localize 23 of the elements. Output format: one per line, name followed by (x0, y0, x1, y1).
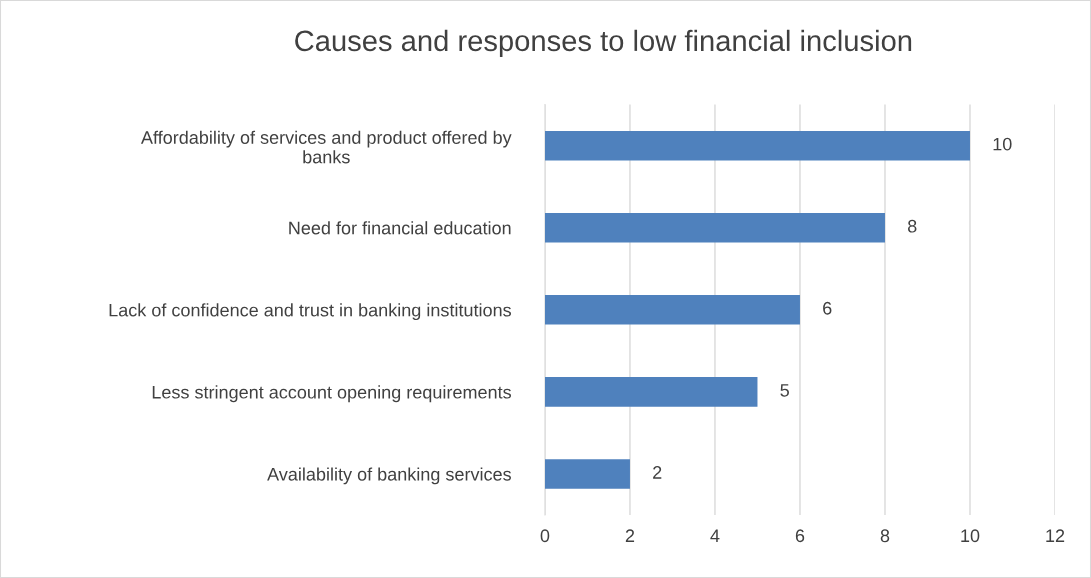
bar (544, 459, 630, 489)
data-label: 6 (823, 301, 832, 315)
data-label: 5 (780, 384, 789, 397)
bar (544, 212, 885, 243)
x-tick-label: 0 (540, 529, 550, 543)
x-tick-label: 10 (961, 529, 980, 543)
chart-title: Causes and responses to low financial inclusion (295, 29, 912, 57)
x-tick-label: 4 (710, 529, 720, 542)
y-tick-label: Affordability of services and product offered by banks (140, 130, 512, 164)
bar (544, 377, 758, 407)
bar (544, 295, 800, 325)
bar (544, 130, 970, 161)
y-tick-label: Availability of banking services (267, 467, 511, 485)
x-tick-label: 2 (625, 529, 635, 542)
data-label: 8 (907, 219, 917, 233)
x-tick-label: 12 (1046, 529, 1065, 542)
data-label: 10 (993, 137, 1012, 151)
x-tick-label: 8 (880, 529, 890, 543)
y-tick-label: Less stringent account opening requirements (152, 385, 511, 403)
y-tick-label: Lack of confidence and trust in banking institutions (109, 303, 511, 321)
data-label: 2 (653, 466, 662, 479)
y-tick-label: Need for financial education (289, 221, 511, 235)
x-tick-label: 6 (795, 529, 805, 543)
